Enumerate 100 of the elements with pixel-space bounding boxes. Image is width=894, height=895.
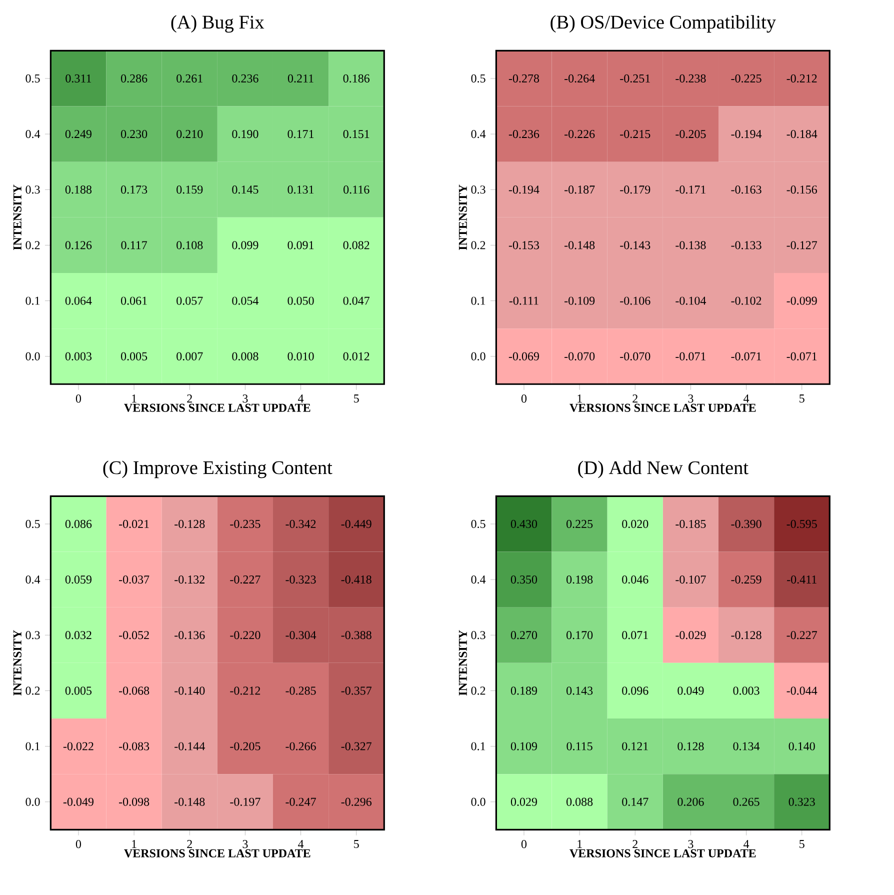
data-label: 0.115	[566, 742, 593, 750]
data-label: 0.171	[288, 130, 314, 138]
data-label: 0.188	[66, 186, 92, 194]
data-label: 0.143	[566, 686, 593, 695]
y-tick-label: 0.4	[26, 130, 40, 138]
data-label: -0.194	[509, 186, 540, 194]
data-label: 0.190	[232, 130, 258, 138]
data-label: -0.136	[174, 631, 205, 640]
data-label: -0.187	[564, 186, 595, 194]
y-tick-label: 0.2	[471, 686, 486, 695]
y-tick-label: 0.4	[471, 130, 486, 138]
data-label: 0.108	[176, 241, 203, 250]
x-axis-title: VERSIONS SINCE LAST UPDATE	[124, 849, 310, 858]
y-tick-label: 0.1	[471, 742, 486, 750]
data-label: 0.230	[121, 130, 148, 138]
x-tick-label: 1	[578, 840, 582, 848]
data-label: -0.021	[119, 520, 149, 528]
data-label: 0.012	[343, 352, 370, 360]
data-label: 0.071	[622, 631, 648, 640]
y-axis-title: INTENSITY	[14, 184, 22, 250]
chart-title: (D) Add New Content	[578, 460, 749, 478]
data-label: 0.210	[176, 130, 203, 138]
y-tick-label: 0.3	[26, 631, 40, 640]
data-label: 0.186	[343, 74, 370, 83]
x-tick-label: 4	[298, 394, 304, 402]
data-label: -0.226	[564, 130, 595, 138]
data-label: 0.350	[511, 575, 538, 584]
x-tick-label: 3	[688, 840, 694, 848]
data-label: 0.134	[733, 742, 760, 750]
data-label: -0.184	[786, 130, 818, 138]
data-label: -0.205	[230, 742, 260, 750]
data-label: -0.247	[286, 798, 316, 806]
data-label: -0.128	[731, 631, 762, 640]
data-label: 0.225	[566, 520, 593, 528]
x-axis-title: VERSIONS SINCE LAST UPDATE	[124, 404, 310, 412]
data-label: -0.029	[676, 631, 706, 640]
data-label: 0.430	[511, 520, 538, 528]
data-label: -0.227	[230, 575, 261, 584]
data-label: 0.311	[66, 74, 92, 83]
y-tick-label: 0.3	[26, 186, 40, 194]
data-label: -0.140	[174, 686, 205, 695]
x-tick-label: 0	[522, 840, 527, 848]
data-label: -0.220	[230, 631, 260, 640]
y-tick-label: 0.5	[471, 520, 486, 528]
x-axis-title: VERSIONS SINCE LAST UPDATE	[570, 849, 756, 858]
data-label: -0.049	[64, 798, 94, 806]
data-label: -0.163	[731, 186, 762, 194]
data-label: -0.323	[286, 575, 316, 584]
data-label: 0.206	[678, 798, 704, 806]
data-label: -0.236	[509, 130, 540, 138]
x-tick-label: 5	[800, 840, 805, 848]
data-label: 0.131	[288, 186, 314, 194]
x-tick-label: 2	[187, 394, 192, 402]
data-label: 0.091	[288, 241, 314, 250]
data-label: 0.189	[511, 686, 538, 695]
y-tick-label: 0.0	[471, 798, 486, 806]
y-axis-title: INTENSITY	[14, 630, 22, 696]
data-label: -0.099	[786, 296, 818, 305]
data-label: -0.128	[174, 520, 205, 528]
data-label: 0.050	[288, 296, 314, 305]
data-label: -0.069	[509, 352, 540, 360]
data-label: -0.185	[676, 520, 706, 528]
data-label: -0.071	[676, 352, 706, 360]
data-label: -0.107	[676, 575, 706, 584]
y-tick-label: 0.5	[471, 74, 486, 83]
x-tick-label: 4	[744, 394, 750, 402]
data-label: 0.008	[232, 352, 258, 360]
y-tick-label: 0.3	[471, 186, 486, 194]
data-label: 0.265	[733, 798, 760, 806]
data-label: -0.179	[620, 186, 650, 194]
data-label: 0.032	[66, 631, 92, 640]
x-tick-label: 4	[298, 840, 304, 848]
data-label: 0.270	[511, 631, 538, 640]
x-tick-label: 1	[578, 394, 582, 402]
y-tick-label: 0.1	[26, 296, 40, 305]
data-label: -0.148	[174, 798, 205, 806]
x-tick-label: 3	[242, 840, 248, 848]
y-tick-label: 0.5	[26, 520, 40, 528]
x-tick-label: 1	[132, 840, 136, 848]
x-tick-label: 2	[187, 840, 192, 848]
data-label: 0.236	[232, 74, 259, 83]
data-label: 0.005	[66, 686, 92, 695]
data-label: 0.010	[288, 352, 314, 360]
x-tick-label: 5	[354, 840, 360, 848]
data-label: 0.054	[232, 296, 259, 305]
y-axis-title: INTENSITY	[459, 184, 468, 250]
data-label: 0.286	[121, 74, 148, 83]
data-label: 0.003	[66, 352, 92, 360]
data-label: -0.153	[509, 241, 540, 250]
data-label: 0.128	[678, 742, 704, 750]
data-label: -0.390	[731, 520, 762, 528]
data-label: -0.411	[787, 575, 817, 584]
data-label: 0.005	[121, 352, 148, 360]
data-label: -0.052	[119, 631, 150, 640]
y-tick-label: 0.1	[26, 742, 40, 750]
data-label: -0.225	[731, 74, 762, 83]
data-label: 0.064	[66, 296, 92, 305]
data-label: 0.086	[66, 520, 92, 528]
data-label: -0.070	[564, 352, 595, 360]
data-label: 0.049	[678, 686, 704, 695]
